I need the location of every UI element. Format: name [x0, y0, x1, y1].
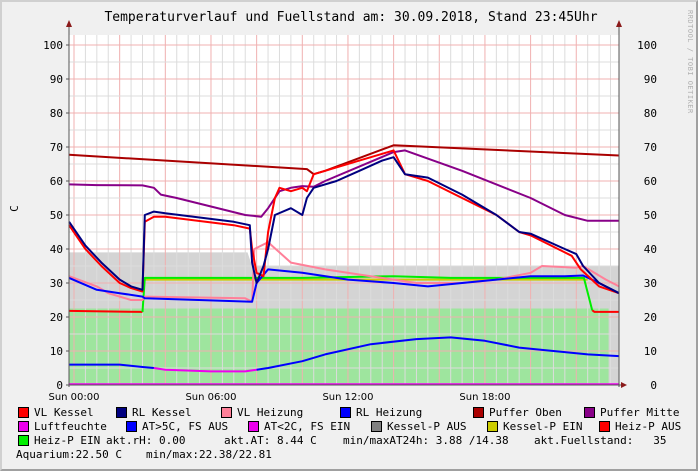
legend-item: RL Kessel	[116, 406, 192, 419]
legend-label: AT<2C, FS EIN	[264, 420, 351, 433]
series-line-heiz-p-aus	[69, 309, 143, 313]
y-tick-label-right: 100	[637, 39, 657, 52]
aquarium-minmax: min/max:22.38/22.81	[146, 448, 272, 461]
legend-label: AT>5C, FS AUS	[142, 420, 229, 433]
legend-item: AT>5C, FS AUS	[126, 420, 228, 433]
series-line-heiz-p-ein	[141, 275, 594, 312]
y-tick-label: 90	[50, 73, 63, 86]
y-tick-label: 30	[50, 277, 63, 290]
legend-swatch	[248, 421, 259, 432]
y-tick-label: 0	[56, 379, 63, 392]
legend-swatch	[18, 435, 29, 446]
area-1	[69, 308, 609, 385]
x-axis-arrow-icon	[621, 382, 627, 388]
y-tick-label-right: 80	[644, 107, 657, 120]
y-tick-label-right: 0	[650, 379, 657, 392]
series-line-at-5c-fs-aus	[256, 336, 620, 371]
y-tick-label-right: 90	[644, 73, 657, 86]
legend-label: Puffer Mitte	[600, 406, 680, 419]
legend-item: RL Heizung	[340, 406, 422, 419]
legend-swatch	[487, 421, 498, 432]
y-tick-label: 70	[50, 141, 63, 154]
y-tick-label-right: 50	[644, 209, 657, 222]
legend-label: RL Heizung	[356, 406, 423, 419]
series-line-at-2c-fs-ein	[153, 367, 257, 373]
legend-label: Heiz-P EIN	[34, 434, 101, 447]
legend-swatch	[340, 407, 351, 418]
legend-item: Heiz-P AUS	[599, 420, 681, 433]
legend-item: VL Heizung	[221, 406, 303, 419]
y-tick-label: 10	[50, 345, 63, 358]
y-tick-label: 50	[50, 209, 63, 222]
y-tick-label-right: 40	[644, 243, 657, 256]
akt-fuellstand: akt.Fuellstand: 35	[534, 434, 667, 447]
aquarium: Aquarium:22.50 C	[16, 448, 122, 461]
watermark: RRDTOOL / TOBI OETIKER	[686, 10, 694, 114]
series-line-rl-heizung	[68, 268, 620, 303]
legend-swatch	[371, 421, 382, 432]
series-line-vl-heizung	[68, 241, 620, 303]
legend-label: VL Kessel	[34, 406, 94, 419]
legend-swatch	[116, 407, 127, 418]
legend-swatch	[584, 407, 595, 418]
legend-swatch	[18, 421, 29, 432]
chart-title: Temperaturverlauf und Fuellstand am: 30.…	[104, 10, 598, 25]
legend-item: Puffer Mitte	[584, 406, 679, 419]
legend-swatch	[126, 421, 137, 432]
legend-item: AT<2C, FS EIN	[248, 420, 350, 433]
legend-label: RL Kessel	[132, 406, 192, 419]
akt-rh: akt.rH: 0.00	[106, 434, 186, 447]
y-tick-label-right: 20	[644, 311, 657, 324]
y-tick-label: 40	[50, 243, 63, 256]
y-tick-label: 80	[50, 107, 63, 120]
legend-swatch	[18, 407, 29, 418]
legend-item: Luftfeuchte	[18, 420, 107, 433]
y-tick-label-right: 70	[644, 141, 657, 154]
series-line-heiz-p-aus	[591, 309, 619, 313]
legend-swatch	[599, 421, 610, 432]
legend-label: Heiz-P AUS	[615, 420, 682, 433]
legend-label: Kessel-P EIN	[503, 420, 583, 433]
y-axis-arrow-icon	[66, 20, 72, 27]
y-tick-label: 60	[50, 175, 63, 188]
legend-swatch	[473, 407, 484, 418]
y-tick-label: 20	[50, 311, 63, 324]
y-tick-label-right: 30	[644, 277, 657, 290]
x-tick-label: Sun 18:00	[459, 392, 510, 402]
legend-label: VL Heizung	[237, 406, 304, 419]
legend-item: Puffer Oben	[473, 406, 562, 419]
minmax-at: min/maxAT24h: 3.88 /14.38	[343, 434, 509, 447]
x-tick-label: Sun 00:00	[48, 392, 99, 402]
legend-item: VL Kessel	[18, 406, 94, 419]
series-line-at-5c-fs-aus	[69, 363, 154, 369]
legend-label: Luftfeuchte	[34, 420, 107, 433]
y-tick-label-right: 10	[644, 345, 657, 358]
legend-item: Kessel-P AUS	[371, 420, 466, 433]
y-tick-label: 100	[43, 39, 63, 52]
x-tick-label: Sun 12:00	[322, 392, 373, 402]
legend-label: Puffer Oben	[489, 406, 562, 419]
x-tick-label: Sun 06:00	[185, 392, 236, 402]
legend-item: Kessel-P EIN	[487, 420, 582, 433]
akt-at: akt.AT: 8.44 C	[224, 434, 317, 447]
series-line-puffer-mitte	[69, 149, 619, 222]
legend-label: Kessel-P AUS	[387, 420, 467, 433]
y-tick-label-right: 60	[644, 175, 657, 188]
legend-item: Heiz-P EIN	[18, 434, 100, 447]
plot-area: 0 0 10 10 20 20 30 30 40 40 50 50 60 60 70 70 80 80 90 90 10…	[43, 20, 657, 402]
series-line-rl-kessel	[68, 156, 620, 295]
y-axis-right-arrow-icon	[616, 20, 622, 27]
legend-swatch	[221, 407, 232, 418]
